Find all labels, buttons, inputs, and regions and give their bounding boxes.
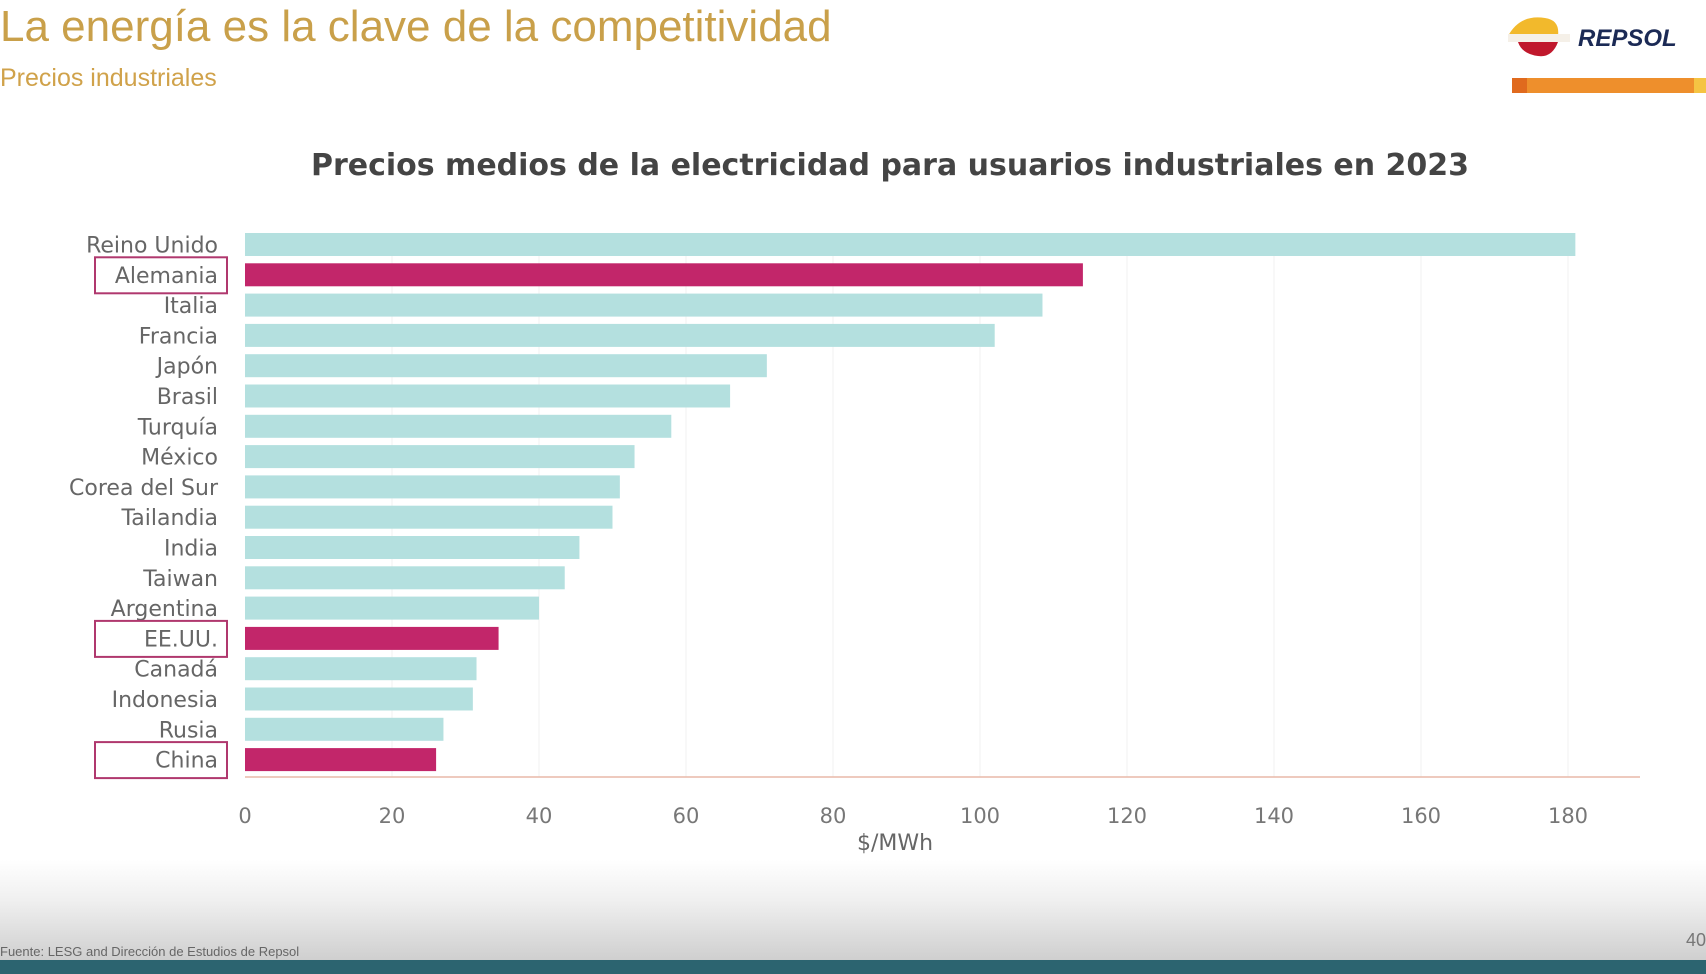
x-tick-label: 40 — [526, 804, 553, 828]
bar-tailandia — [245, 505, 613, 529]
y-category-label: Reino Unido — [86, 234, 218, 259]
y-category-label: Brasil — [157, 385, 218, 410]
bar-alemania — [245, 263, 1083, 287]
repsol-logo: REPSOL — [1508, 17, 1706, 93]
x-axis-label: $/MWh — [857, 831, 933, 856]
y-category-label: Tailandia — [121, 506, 219, 531]
bar-taiwan — [245, 566, 565, 590]
slide-subtitle: Precios industriales — [0, 64, 217, 92]
x-tick-label: 100 — [960, 804, 1000, 828]
y-category-label: Japón — [155, 355, 218, 380]
bar-argentina — [245, 596, 539, 620]
bar-m-xico — [245, 445, 635, 469]
page-number: 40 — [1685, 930, 1706, 950]
bar-francia — [245, 323, 995, 347]
bar-turqu-a — [245, 414, 672, 438]
chart-title: Precios medios de la electricidad para u… — [311, 148, 1469, 183]
bar-ee-uu- — [245, 626, 499, 650]
y-category-label: México — [141, 446, 218, 471]
y-category-label: China — [155, 749, 218, 774]
x-tick-label: 140 — [1254, 804, 1294, 828]
y-category-label: Corea del Sur — [69, 476, 219, 501]
bottom-band — [0, 960, 1706, 974]
highlight-box — [94, 741, 228, 780]
y-category-label: Italia — [164, 294, 218, 319]
bar-jap-n — [245, 354, 767, 378]
x-tick-label: 60 — [673, 804, 700, 828]
y-category-label: Turquía — [137, 415, 218, 440]
x-tick-label: 0 — [238, 804, 251, 828]
bar-india — [245, 536, 580, 559]
bar-italia — [245, 293, 1043, 317]
y-category-label: EE.UU. — [144, 627, 218, 652]
y-category-label: Taiwan — [142, 567, 218, 592]
bar-china — [245, 748, 437, 772]
bar-rusia — [245, 717, 444, 741]
highlight-box — [94, 256, 228, 295]
x-tick-label: 160 — [1401, 804, 1441, 828]
y-category-label: Rusia — [159, 718, 218, 743]
bar-canad- — [245, 657, 477, 681]
source-note: Fuente: LESG and Dirección de Estudios d… — [0, 944, 300, 959]
y-category-label: India — [164, 537, 218, 562]
footer — [0, 860, 1706, 960]
bar-corea-del-sur — [245, 475, 620, 499]
bar-indonesia — [245, 687, 473, 711]
y-category-label: Francia — [139, 324, 218, 349]
x-tick-label: 180 — [1548, 804, 1588, 828]
y-category-label: Indonesia — [112, 688, 218, 713]
bar-brasil — [245, 384, 731, 408]
x-tick-label: 80 — [820, 804, 847, 828]
x-tick-label: 20 — [379, 804, 406, 828]
highlight-box — [94, 619, 228, 658]
y-category-label: Alemania — [115, 264, 218, 289]
svg-text:REPSOL: REPSOL — [1578, 25, 1677, 52]
y-category-label: Canadá — [134, 658, 218, 683]
bar-reino-unido — [245, 233, 1576, 256]
slide-title: La energía es la clave de la competitivi… — [0, 2, 832, 51]
x-tick-label: 120 — [1107, 804, 1147, 828]
y-category-label: Argentina — [111, 597, 218, 622]
